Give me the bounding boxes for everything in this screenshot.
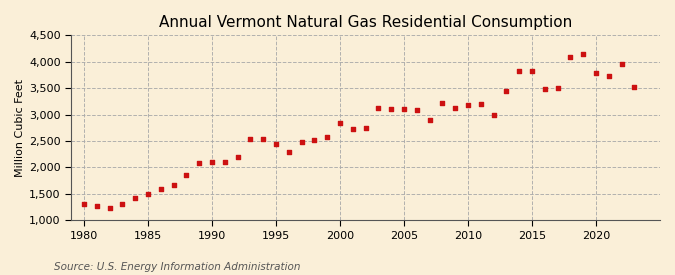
Point (399, 107, 410, 111)
Point (578, 52, 589, 56)
Point (629, 85, 640, 89)
Point (284, 150, 294, 154)
Point (130, 196, 140, 200)
Point (591, 71, 601, 75)
Point (271, 142, 281, 146)
Point (475, 101, 486, 106)
Point (181, 173, 192, 177)
Point (219, 160, 230, 164)
Point (245, 137, 256, 142)
Point (552, 86, 563, 90)
Point (373, 106, 384, 111)
Point (155, 186, 166, 191)
Point (539, 87, 550, 91)
Point (616, 62, 627, 66)
Point (309, 138, 320, 142)
Point (168, 183, 179, 188)
Point (603, 73, 614, 78)
Point (194, 161, 205, 165)
Point (348, 127, 358, 131)
Point (117, 202, 128, 206)
Point (565, 55, 576, 59)
Text: Source: U.S. Energy Information Administration: Source: U.S. Energy Information Administ… (54, 262, 300, 272)
Point (526, 69, 537, 73)
Point (78, 202, 89, 207)
Point (488, 112, 499, 117)
Point (450, 106, 460, 111)
Point (322, 135, 333, 139)
Point (411, 108, 422, 112)
Point (424, 118, 435, 123)
Point (142, 192, 153, 197)
Point (501, 89, 512, 94)
Point (335, 120, 346, 125)
Point (104, 206, 115, 210)
Point (386, 107, 397, 111)
Point (207, 160, 217, 164)
Point (462, 103, 473, 107)
Point (91, 204, 102, 208)
Point (514, 69, 524, 73)
Y-axis label: Million Cubic Feet: Million Cubic Feet (15, 79, 25, 177)
Point (258, 137, 269, 142)
Title: Annual Vermont Natural Gas Residential Consumption: Annual Vermont Natural Gas Residential C… (159, 15, 572, 30)
Point (232, 155, 243, 160)
Point (360, 126, 371, 131)
Point (296, 139, 307, 144)
Point (437, 101, 448, 105)
